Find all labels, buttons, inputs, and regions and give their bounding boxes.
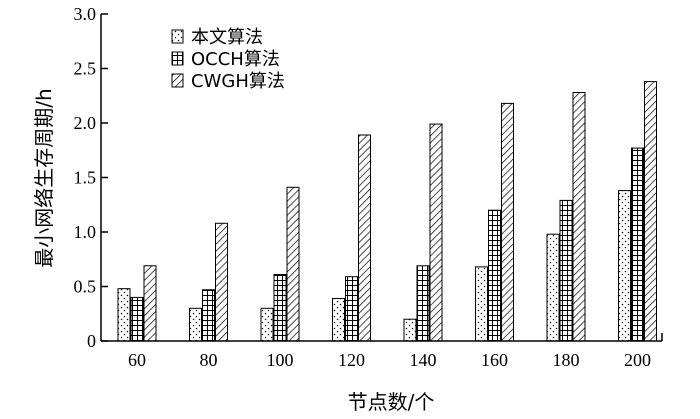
bar-series-2-cat-120	[345, 276, 358, 342]
y-tick-label: 0	[87, 331, 96, 351]
legend-label: OCCH算法	[191, 49, 280, 70]
bar-series-3-cat-180	[572, 91, 586, 342]
x-tick-label: 160	[481, 350, 508, 370]
x-axis-label: 节点数/个	[348, 390, 435, 414]
bar-series-2-cat-160	[488, 209, 501, 342]
legend-swatch	[171, 29, 184, 44]
bars-group	[117, 81, 657, 342]
bar-series-1-cat-140	[403, 318, 417, 342]
bar-series-3-cat-60	[143, 265, 157, 342]
legend-label: 本文算法	[191, 27, 263, 48]
x-tick-label: 60	[128, 350, 146, 370]
bar-series-2-cat-60	[130, 296, 144, 342]
x-tick-label: 120	[338, 350, 365, 370]
bar-series-3-cat-100	[286, 186, 300, 342]
y-axis-label: 最小网络生存周期/h	[32, 88, 56, 267]
bar-series-3-cat-140	[429, 123, 443, 342]
bar-series-2-cat-180	[559, 199, 573, 342]
y-tick-label: 0.5	[74, 277, 97, 297]
y-tick-label: 1.5	[74, 168, 97, 188]
y-tick-label: 1.0	[74, 222, 97, 242]
bar-series-1-cat-60	[117, 288, 131, 342]
bar-series-1-cat-160	[475, 266, 488, 342]
bar-series-2-cat-200	[631, 147, 644, 342]
y-ticks-group: 0 0.5 1.0 1.5 2.0 2.5 3.0	[74, 4, 108, 351]
x-tick-label: 100	[267, 350, 294, 370]
y-tick-label: 2.5	[74, 59, 97, 79]
legend-swatch	[171, 51, 184, 66]
bar-series-3-cat-120	[358, 134, 371, 342]
bar-series-1-cat-120	[332, 297, 345, 342]
x-tick-label: 180	[553, 350, 580, 370]
y-tick-label: 3.0	[74, 4, 97, 24]
bar-series-3-cat-200	[644, 81, 657, 342]
bar-series-1-cat-180	[546, 233, 560, 342]
bar-series-1-cat-100	[260, 307, 274, 342]
x-ticks-group: 60 80 100 120 140 160 180 200	[128, 350, 651, 370]
bar-series-3-cat-160	[501, 102, 514, 342]
y-tick-label: 2.0	[74, 113, 97, 133]
x-tick-label: 80	[200, 350, 218, 370]
legend-swatch	[171, 73, 184, 88]
bar-series-3-cat-80	[215, 222, 228, 342]
x-tick-label: 200	[624, 350, 651, 370]
bar-series-2-cat-140	[416, 265, 430, 342]
bar-series-2-cat-80	[202, 289, 215, 342]
bar-series-1-cat-200	[618, 190, 631, 342]
x-tick-label: 140	[410, 350, 437, 370]
legend-label: CWGH算法	[191, 71, 285, 92]
bar-series-1-cat-80	[189, 307, 202, 342]
bar-series-2-cat-100	[273, 274, 287, 342]
